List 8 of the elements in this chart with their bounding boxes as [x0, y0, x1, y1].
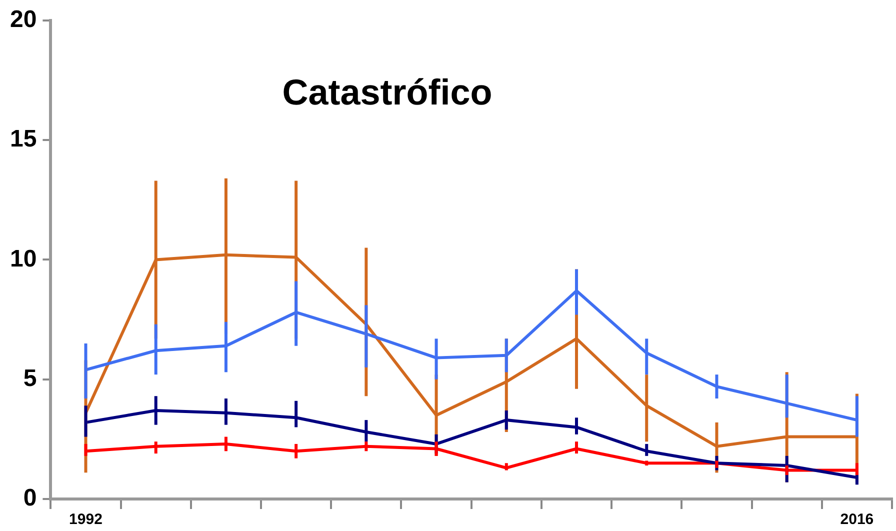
y-tick-label: 20 [10, 6, 37, 34]
y-tick-label: 15 [10, 126, 37, 153]
text: Catastrófico [282, 72, 492, 113]
y-tick-label: 5 [23, 364, 37, 392]
y-tick-label: 0 [23, 484, 37, 512]
x-tick-label: 1992 [69, 511, 102, 528]
y-tick-label: 10 [10, 245, 37, 272]
x-tick-label: 2016 [840, 511, 874, 528]
